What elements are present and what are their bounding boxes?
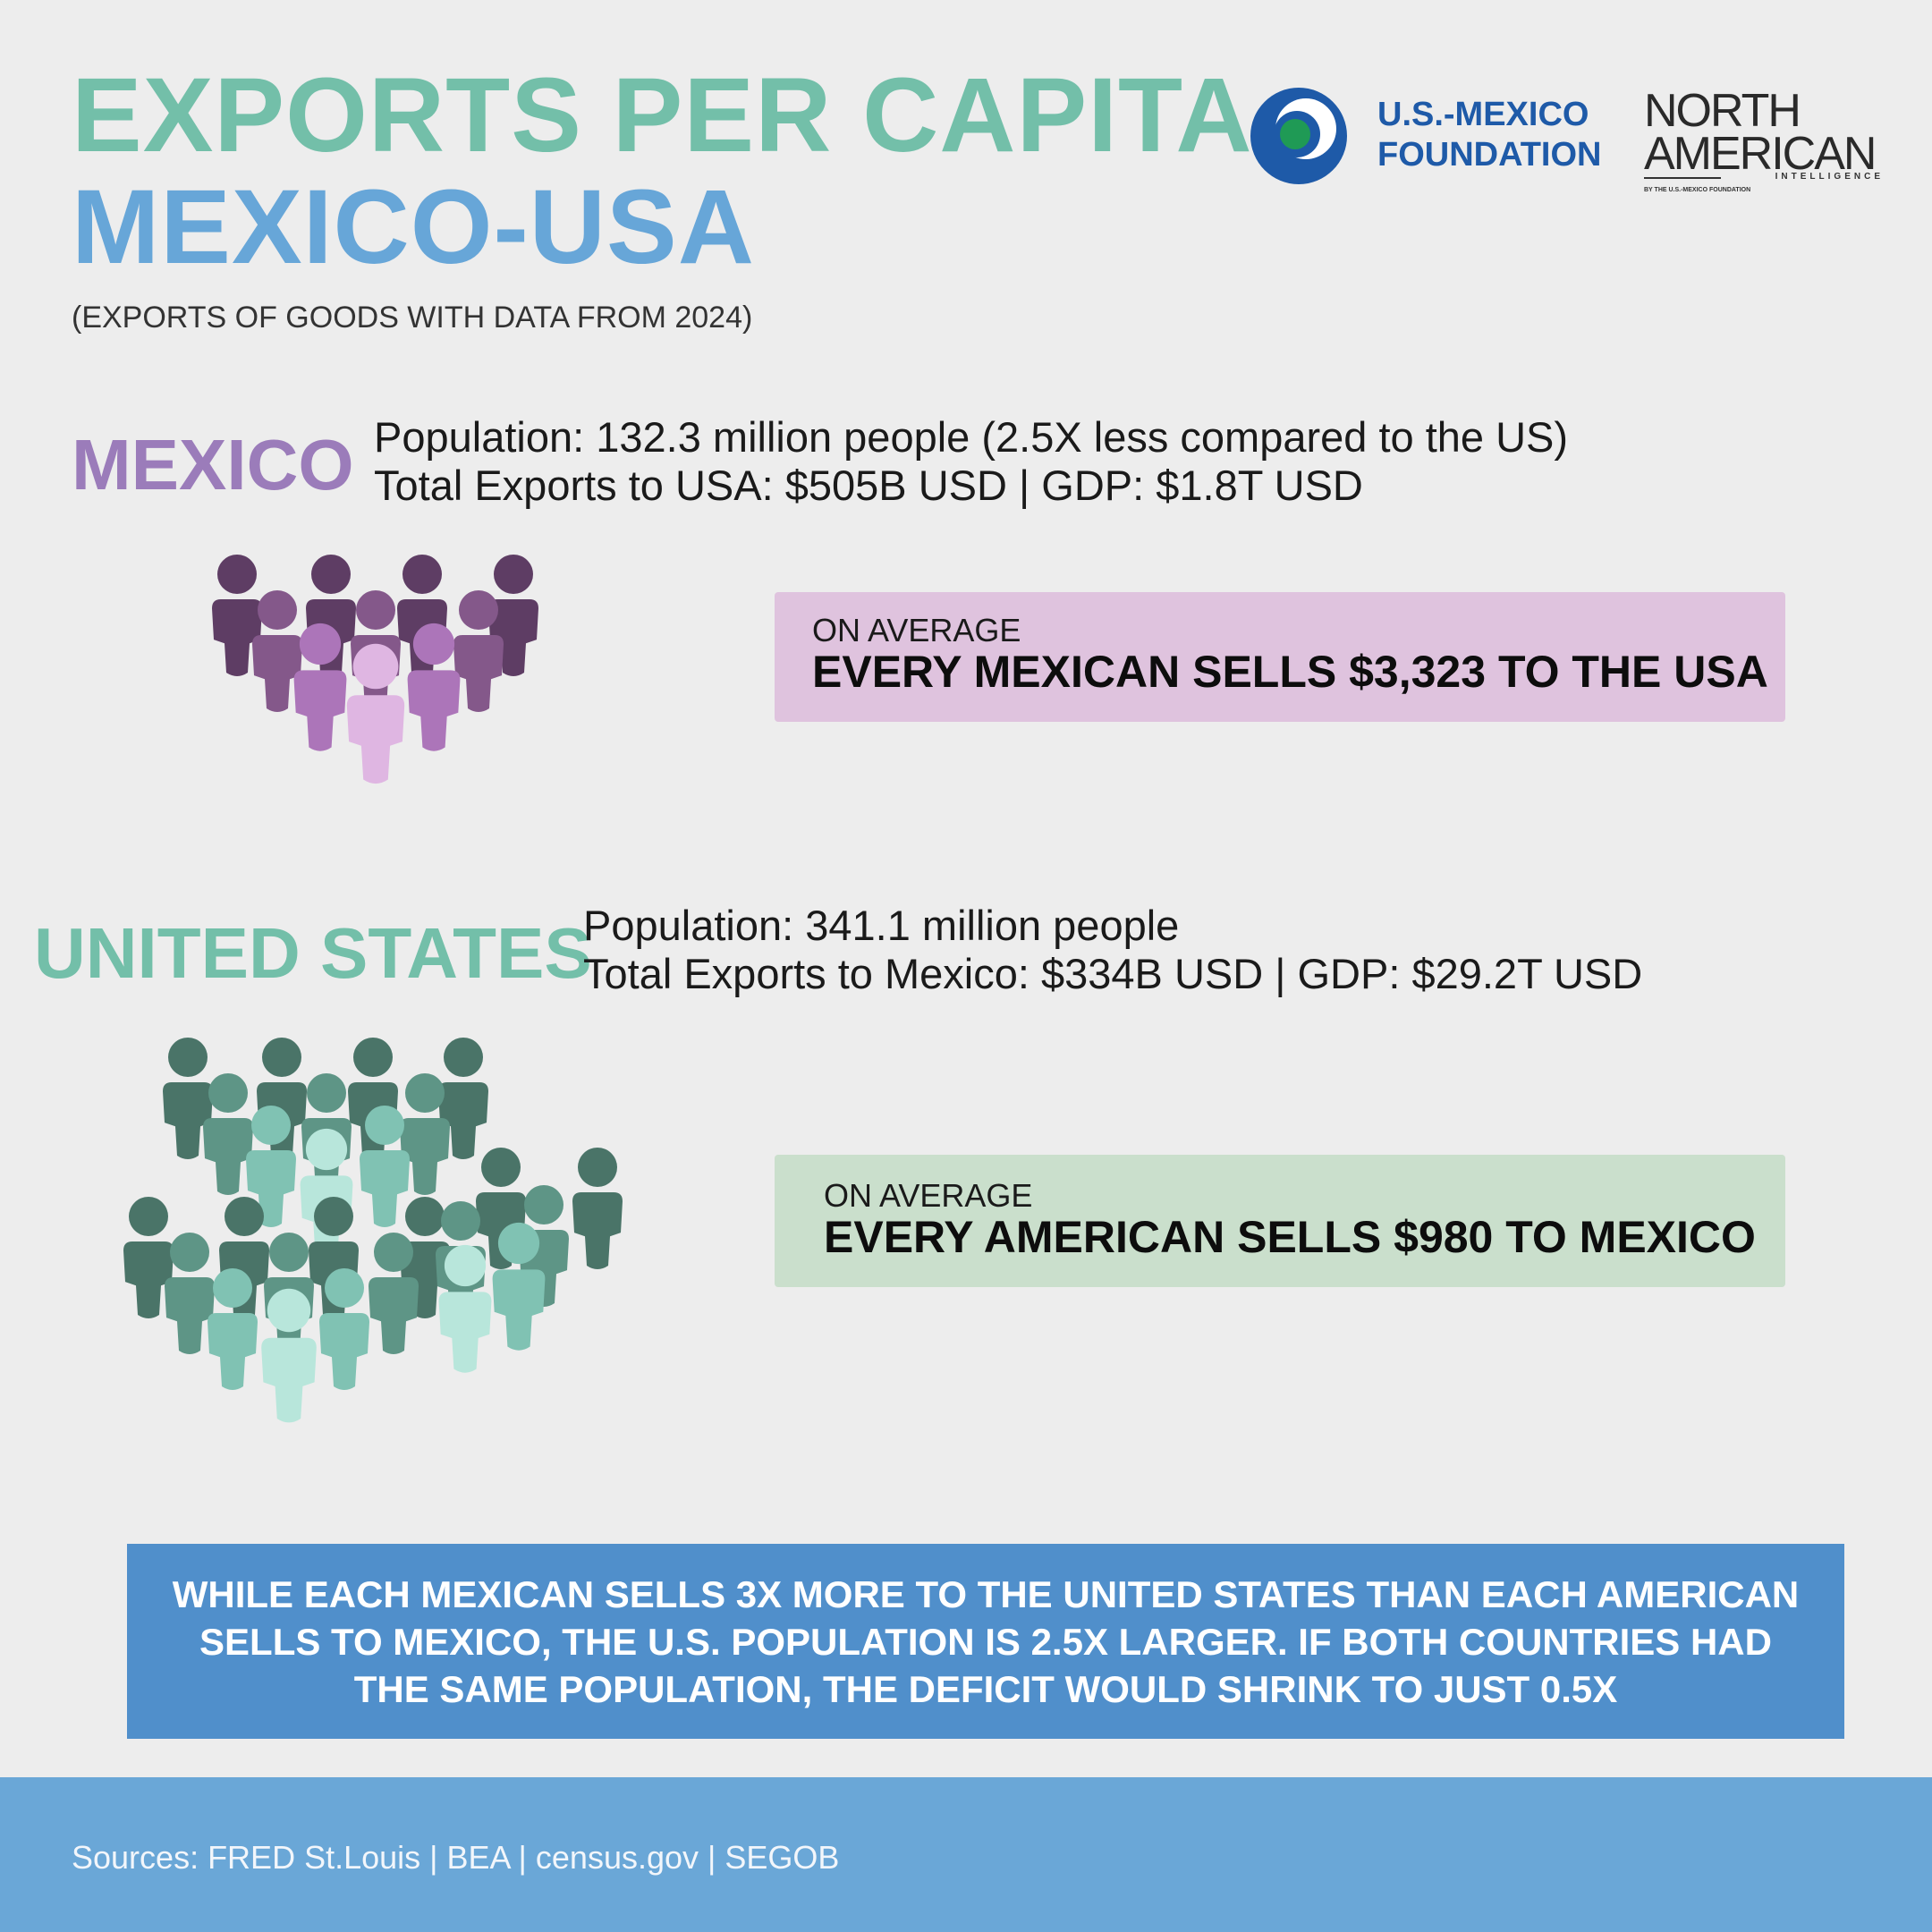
mexico-heading: MEXICO	[72, 425, 354, 504]
sources-text: Sources: FRED St.Louis | BEA | census.go…	[72, 1839, 840, 1876]
nai-line-1: NORTH	[1644, 85, 1801, 137]
mexico-callout: ON AVERAGE EVERY MEXICAN SELLS $3,323 TO…	[775, 592, 1785, 722]
conclusion-banner: WHILE EACH MEXICAN SELLS 3X MORE TO THE …	[127, 1544, 1844, 1739]
footer: Sources: FRED St.Louis | BEA | census.go…	[0, 1777, 1932, 1932]
person-icon	[400, 1073, 450, 1195]
foundation-line-1: U.S.-MEXICO	[1377, 96, 1589, 133]
person-icon	[203, 1073, 253, 1195]
foundation-line-2: FOUNDATION	[1377, 135, 1602, 174]
person-icon	[165, 1233, 215, 1354]
person-icon	[407, 623, 461, 751]
foundation-wordmark: U.S.-MEXICO FOUNDATION	[1377, 95, 1602, 175]
usa-callout-value: EVERY AMERICAN SELLS $980 TO MEXICO	[824, 1212, 1756, 1262]
nai-line-3: INTELLIGENCE	[1775, 172, 1884, 182]
mexico-exports-gdp: Total Exports to USA: $505B USD | GDP: $…	[374, 462, 1363, 509]
title-line-1: EXPORTS PER CAPITA	[72, 56, 1253, 174]
person-icon	[346, 643, 405, 784]
person-icon	[492, 1222, 546, 1351]
person-icon	[293, 623, 347, 751]
nai-rule	[1644, 177, 1721, 179]
person-icon	[246, 1106, 296, 1227]
mexico-callout-label: ON AVERAGE	[812, 612, 1021, 648]
person-icon	[438, 1244, 492, 1373]
person-icon	[261, 1288, 317, 1423]
mexico-callout-value: EVERY MEXICAN SELLS $3,323 TO THE USA	[812, 647, 1768, 697]
person-icon	[488, 555, 538, 676]
nai-tagline: BY THE U.S.-MEXICO FOUNDATION	[1644, 187, 1751, 193]
conclusion-text: WHILE EACH MEXICAN SELLS 3X MORE TO THE …	[172, 1572, 1800, 1710]
person-icon	[360, 1106, 410, 1227]
north-american-intelligence-logo: NORTH AMERICAN INTELLIGENCE BY THE U.S.-…	[1642, 82, 1884, 199]
mexico-people-group-icon	[212, 555, 538, 784]
usa-population: Population: 341.1 million people	[583, 902, 1180, 949]
nai-line-2: AMERICAN	[1644, 128, 1877, 180]
usa-info: Population: 341.1 million people Total E…	[583, 902, 1642, 998]
mexico-population: Population: 132.3 million people (2.5X l…	[374, 413, 1569, 461]
person-icon	[123, 1197, 174, 1318]
usa-callout: ON AVERAGE EVERY AMERICAN SELLS $980 TO …	[775, 1155, 1785, 1287]
person-icon	[319, 1268, 369, 1390]
person-icon	[438, 1038, 488, 1159]
usa-people-group-icon	[123, 1038, 623, 1423]
person-icon	[208, 1268, 258, 1390]
person-icon	[300, 1128, 353, 1257]
person-icon	[163, 1038, 213, 1159]
us-mexico-foundation-logo: U.S.-MEXICO FOUNDATION	[1243, 82, 1619, 199]
title-line-2: MEXICO-USA	[72, 168, 755, 286]
person-icon	[453, 590, 504, 712]
person-icon	[572, 1148, 623, 1269]
person-icon	[252, 590, 302, 712]
person-icon	[369, 1233, 419, 1354]
person-icon	[476, 1148, 526, 1269]
usa-heading: UNITED STATES	[34, 913, 592, 993]
person-icon	[212, 555, 262, 676]
usa-callout-label: ON AVERAGE	[824, 1177, 1033, 1214]
subtitle: (EXPORTS OF GOODS WITH DATA FROM 2024)	[72, 301, 753, 335]
mexico-info: Population: 132.3 million people (2.5X l…	[374, 413, 1568, 510]
foundation-emblem-icon	[1250, 88, 1347, 184]
usa-exports-gdp: Total Exports to Mexico: $334B USD | GDP…	[583, 950, 1643, 997]
